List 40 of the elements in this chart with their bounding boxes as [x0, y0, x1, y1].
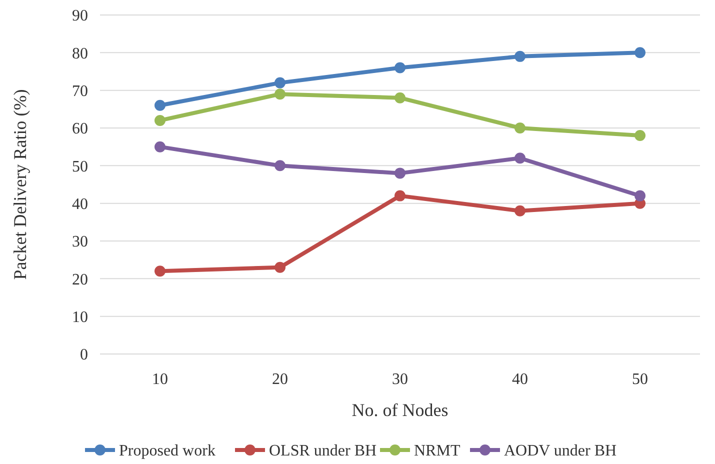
y-tick-label: 80	[72, 45, 88, 62]
point	[274, 160, 286, 172]
point	[274, 262, 286, 273]
y-tick-label: 40	[72, 196, 88, 213]
point	[274, 77, 286, 88]
point	[154, 266, 166, 277]
legend-label: Proposed work	[119, 442, 216, 460]
point	[154, 100, 166, 111]
point	[394, 190, 406, 202]
point	[154, 141, 166, 152]
x-tick-label: 10	[152, 371, 168, 388]
point	[634, 190, 646, 202]
point	[514, 152, 526, 164]
y-tick-label: 10	[72, 308, 88, 326]
x-tick-label: 50	[632, 371, 648, 388]
y-tick-label: 30	[72, 234, 88, 251]
point	[274, 88, 286, 100]
y-tick-label: 60	[72, 120, 88, 138]
point	[514, 205, 526, 216]
point	[154, 114, 166, 126]
legend-label: AODV under BH	[504, 442, 618, 460]
legend-label: NRMT	[414, 442, 460, 460]
y-tick-label: 0	[80, 346, 88, 364]
point	[514, 122, 526, 134]
y-tick-label: 20	[72, 271, 88, 288]
point	[394, 62, 406, 74]
point	[514, 50, 526, 62]
point	[634, 130, 646, 142]
y-axis-title: Packet Delivery Ratio (%)	[10, 89, 30, 280]
point	[394, 168, 406, 179]
y-tick-label: 90	[72, 8, 88, 25]
x-axis-title: No. of Nodes	[352, 400, 448, 420]
x-tick-label: 40	[512, 371, 528, 388]
x-tick-label: 30	[392, 371, 408, 388]
point	[634, 47, 646, 58]
x-tick-label: 20	[272, 371, 288, 388]
y-tick-label: 70	[72, 82, 88, 100]
y-tick-label: 50	[72, 158, 88, 176]
legend-label: OLSR under BH	[269, 442, 377, 460]
point	[394, 92, 406, 104]
